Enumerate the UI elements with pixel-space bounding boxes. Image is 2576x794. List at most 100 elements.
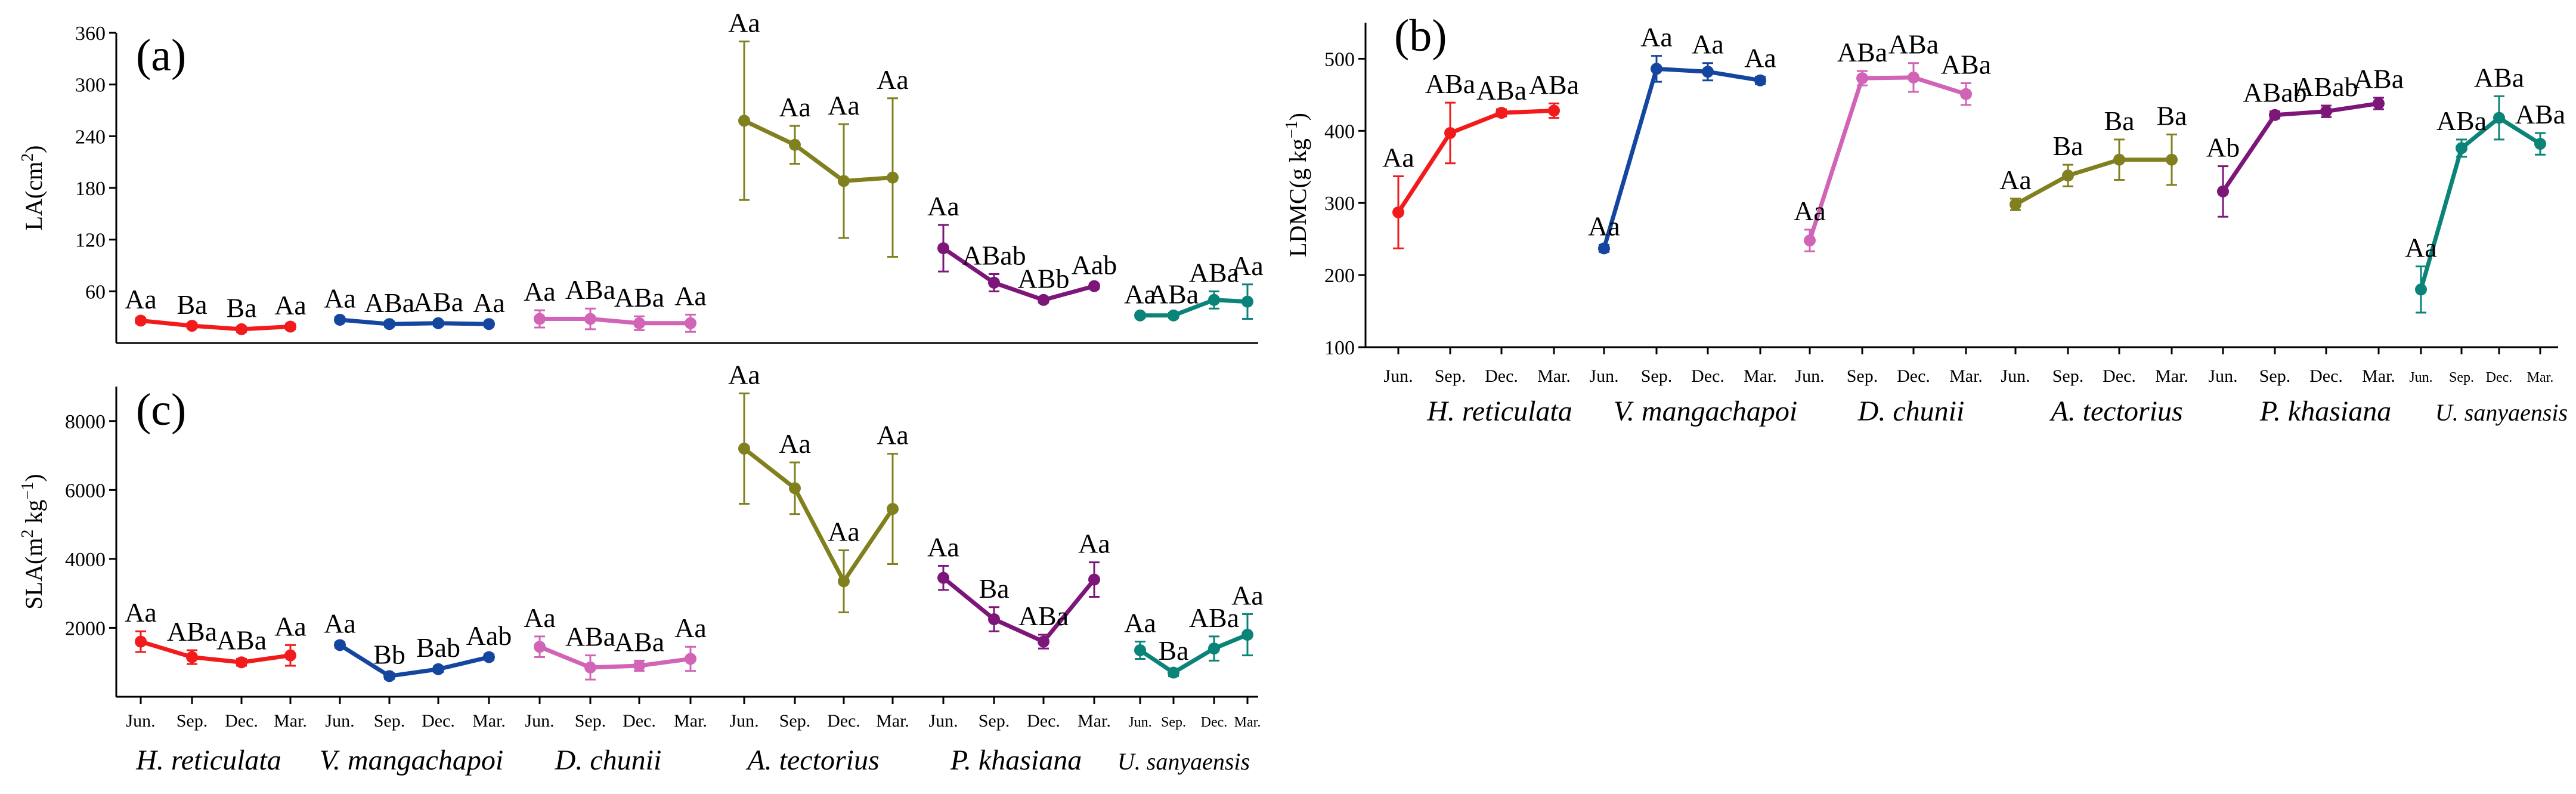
significance-label: ABa xyxy=(364,288,414,318)
significance-label: Aa xyxy=(324,608,356,639)
series-line xyxy=(1602,66,1761,249)
x-tick-label: Mar. xyxy=(1078,711,1111,731)
data-point xyxy=(186,651,198,663)
significance-label: ABa xyxy=(2515,99,2565,129)
x-tick-label: Jun. xyxy=(1128,715,1151,730)
y-tick-label: 500 xyxy=(1324,48,1355,70)
significance-label: Aa xyxy=(877,420,909,450)
significance-label: ABa xyxy=(614,626,664,657)
x-tick-label: Dec. xyxy=(2309,366,2343,386)
significance-label: Aa xyxy=(927,191,959,221)
significance-label: Aa xyxy=(728,7,760,38)
series-a-tectorius: Aa Aa Aa Aa xyxy=(728,360,909,613)
x-tick-label: Jun. xyxy=(928,711,958,731)
data-point xyxy=(1208,293,1220,306)
data-point xyxy=(483,318,495,330)
data-point xyxy=(1804,234,1816,247)
significance-label: Aa xyxy=(674,280,707,311)
x-tick-label: Mar. xyxy=(472,711,506,731)
series-v-mangachapoi: Aa Bb Bab Aab xyxy=(324,608,512,682)
significance-label: ABa xyxy=(1018,601,1069,631)
y-tick-label: 8000 xyxy=(65,411,106,433)
data-point xyxy=(1754,74,1766,86)
data-point xyxy=(1088,280,1100,292)
y-axis-label-text: SLA(m xyxy=(20,538,47,610)
significance-label: Aa xyxy=(674,613,707,643)
data-point xyxy=(432,663,444,675)
y-tick-label: 400 xyxy=(1324,121,1355,143)
species-label: D. chunii xyxy=(555,744,662,776)
x-tick-label: Sep. xyxy=(979,711,1010,731)
x-tick-label: Dec. xyxy=(827,711,860,731)
significance-label: Aa xyxy=(125,284,157,314)
significance-label: Aa xyxy=(324,283,356,314)
y-axis-label-superscript: 2 xyxy=(18,530,37,538)
y-axis-label-superscript: 2 xyxy=(18,153,37,162)
data-point xyxy=(383,670,395,682)
significance-label: Aa xyxy=(1794,196,1826,226)
significance-label: Aa xyxy=(927,532,959,562)
significance-label: Aa xyxy=(1692,29,1724,60)
series-p-khasiana: Aa Ba ABa Aa xyxy=(927,529,1110,650)
y-tick-label: 60 xyxy=(85,281,106,303)
data-point xyxy=(584,313,596,325)
series-line xyxy=(1139,632,1249,675)
significance-label: Ba xyxy=(2156,100,2187,131)
data-point xyxy=(1960,88,1972,100)
x-tick-label: Sep. xyxy=(1161,715,1186,730)
significance-label: Aa xyxy=(473,288,505,318)
significance-label: Aa xyxy=(2405,233,2437,263)
x-tick-label: Sep. xyxy=(177,711,208,731)
x-tick-label: Dec. xyxy=(225,711,258,731)
significance-label: Ba xyxy=(2104,106,2134,136)
data-point xyxy=(1038,293,1049,306)
y-axis-label: LA(cm2) xyxy=(18,146,48,231)
y-tick-label: 120 xyxy=(75,230,106,252)
data-point xyxy=(1241,295,1253,308)
x-tick-label: Jun. xyxy=(325,711,354,731)
significance-label: ABab xyxy=(2294,72,2358,102)
data-point xyxy=(633,317,645,329)
series-line xyxy=(2221,101,2379,193)
data-point xyxy=(988,613,1000,625)
data-point xyxy=(988,276,1000,289)
data-point xyxy=(2415,283,2427,296)
x-tick-label: Jun. xyxy=(1589,366,1618,386)
significance-label: ABb xyxy=(1018,263,1070,293)
data-point xyxy=(534,641,546,653)
x-tick-label: Sep. xyxy=(1847,366,1878,386)
data-point xyxy=(236,323,247,335)
significance-label: Aa xyxy=(779,92,811,122)
significance-label: Aa xyxy=(1231,580,1264,610)
data-point xyxy=(838,175,850,187)
y-tick-label: 240 xyxy=(75,126,106,148)
data-point xyxy=(2010,198,2021,211)
series-line xyxy=(339,317,490,326)
data-point xyxy=(1134,309,1146,322)
significance-label: Ba xyxy=(226,293,256,323)
significance-label: Ba xyxy=(177,289,207,320)
x-tick-label: Dec. xyxy=(2486,370,2513,385)
data-point xyxy=(738,443,750,455)
data-point xyxy=(1038,635,1049,648)
data-point xyxy=(1241,629,1253,641)
data-point xyxy=(534,313,546,325)
significance-label: Aa xyxy=(828,90,860,121)
data-point xyxy=(1548,104,1560,117)
y-tick-label: 300 xyxy=(75,75,106,97)
data-point xyxy=(937,571,949,584)
significance-label: ABa xyxy=(1189,603,1239,633)
data-point xyxy=(2320,105,2332,118)
y-axis-label-close: ) xyxy=(20,146,47,153)
data-point xyxy=(1496,107,1507,119)
data-point xyxy=(1702,66,1714,78)
x-tick-label: Sep. xyxy=(374,711,405,731)
x-tick-label: Jun. xyxy=(525,711,554,731)
data-point xyxy=(887,503,899,515)
series-line xyxy=(1140,298,1248,318)
data-point xyxy=(633,660,645,672)
